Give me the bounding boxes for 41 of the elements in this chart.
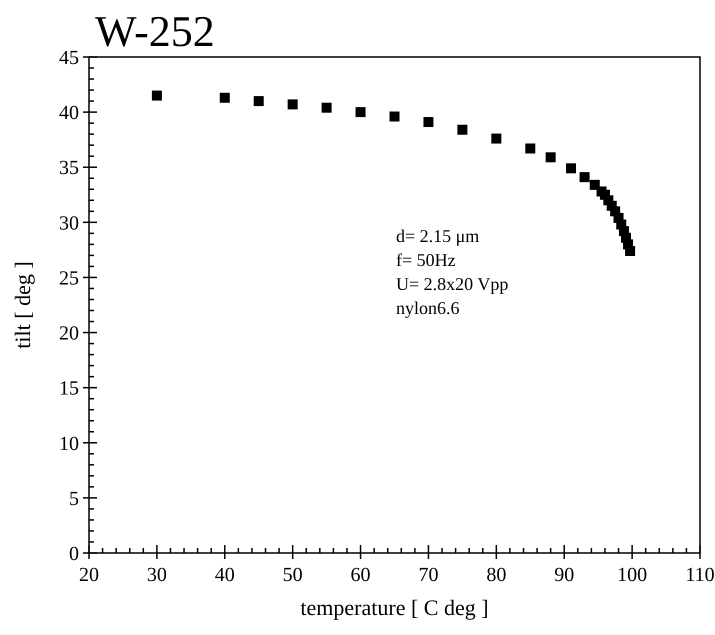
point (322, 102, 332, 113)
point (288, 99, 298, 110)
y-tick-label: 15 (59, 378, 79, 400)
point (220, 92, 230, 103)
point (566, 163, 576, 174)
chart-title: W-252 (95, 7, 215, 56)
annotation: f= 50Hz (396, 250, 456, 270)
y-tick-label: 10 (59, 432, 79, 455)
x-tick-label: 100 (617, 564, 648, 586)
point (457, 124, 468, 135)
x-tick-label: 110 (685, 564, 715, 586)
point (491, 134, 502, 144)
x-tick-label: 80 (486, 564, 506, 586)
point (423, 117, 434, 128)
y-tick-label: 45 (59, 47, 79, 69)
x-tick-label: 90 (554, 564, 574, 586)
y-tick-label: 20 (59, 322, 79, 345)
annotation: d= 2.15 μm (396, 226, 480, 246)
annotation: nylon6.6 (396, 298, 460, 318)
x-tick-label: 30 (146, 564, 167, 586)
point (390, 112, 400, 122)
x-axis-title: temperature [ C deg ] (300, 595, 489, 620)
point (546, 152, 556, 162)
y-axis-title: tilt [ deg ] (10, 261, 35, 349)
y-tick-label: 30 (59, 212, 79, 234)
point (625, 246, 636, 256)
point (152, 90, 162, 101)
point (356, 107, 366, 118)
point (525, 143, 536, 154)
x-tick-label: 40 (214, 564, 235, 586)
annotation: U= 2.8x20 Vpp (396, 274, 508, 294)
y-tick-label: 0 (69, 543, 79, 565)
point (254, 96, 264, 106)
x-tick-label: 70 (418, 564, 438, 586)
x-tick-label: 50 (282, 564, 303, 586)
y-tick-label: 5 (69, 488, 79, 510)
y-tick-label: 40 (59, 102, 79, 124)
y-tick-label: 35 (59, 157, 79, 180)
y-tick-label: 25 (59, 267, 79, 290)
point (580, 172, 590, 182)
x-tick-label: 60 (350, 564, 371, 586)
